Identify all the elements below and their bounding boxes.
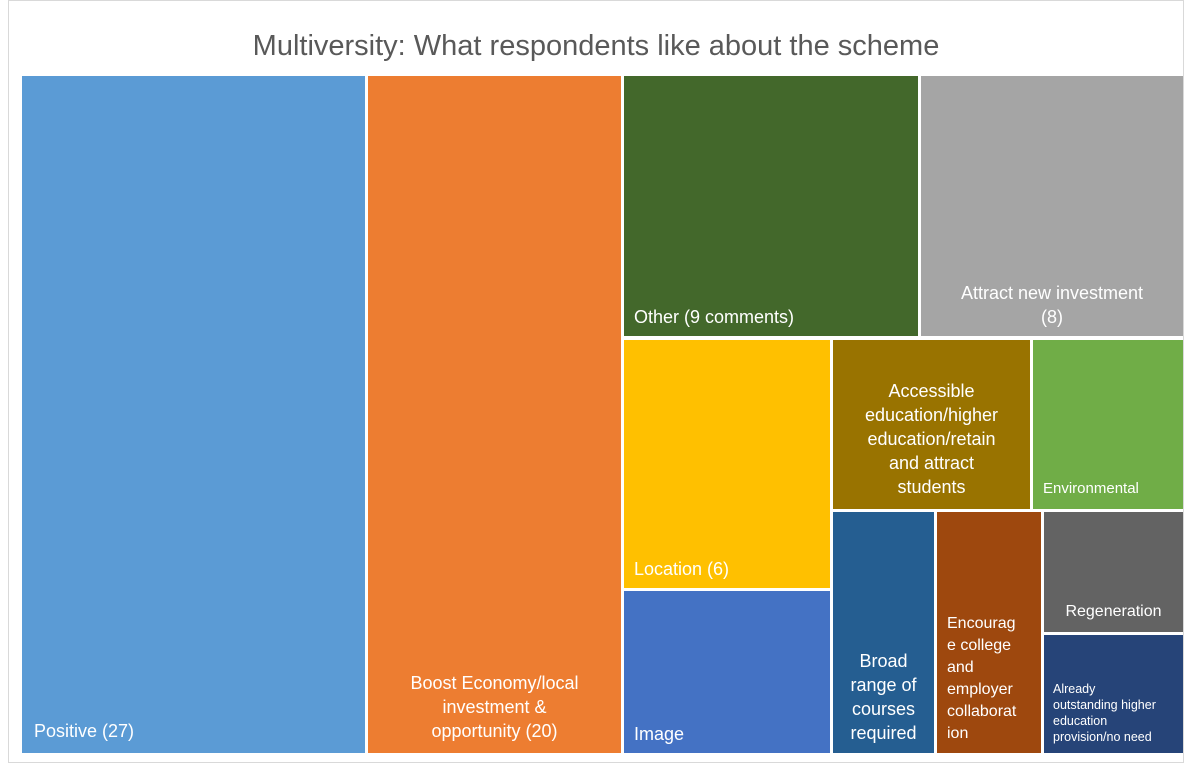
treemap-tile-label: Already outstanding higher education provis… bbox=[1053, 682, 1156, 744]
treemap-tile-label: Boost Economy/local investment & opportuni… bbox=[410, 673, 579, 741]
treemap-tile: Boost Economy/local investment & opportuni… bbox=[368, 76, 621, 753]
treemap-tile-label: Regeneration bbox=[1065, 603, 1162, 620]
treemap-tile: Attract new investment (8) bbox=[921, 76, 1183, 336]
treemap-tile-label: Image bbox=[634, 724, 685, 744]
treemap-tile: Regeneration bbox=[1044, 512, 1183, 632]
treemap-tile: Accessible education/higher education/reta… bbox=[833, 340, 1030, 509]
treemap-tile-label: Broad range of courses required bbox=[850, 651, 917, 743]
treemap-tile: Broad range of courses required bbox=[833, 512, 934, 753]
treemap-tile: Positive (27) bbox=[22, 76, 365, 753]
treemap-tile-label: Other (9 comments) bbox=[634, 307, 795, 327]
treemap-tile: Image bbox=[624, 591, 830, 753]
treemap-tile-label: Accessible education/higher education/reta… bbox=[864, 381, 999, 497]
chart-title: Multiversity: What respondents like abou… bbox=[252, 30, 940, 62]
treemap-tile-label: Location (6) bbox=[634, 559, 730, 579]
treemap-tile-label: Attract new investment (8) bbox=[960, 283, 1144, 327]
treemap-tile: Encourag e college and employer collaborat io… bbox=[937, 512, 1041, 753]
treemap-tile: Other (9 comments) bbox=[624, 76, 918, 336]
treemap-tile-label: Positive (27) bbox=[34, 721, 135, 741]
treemap-tile: Location (6) bbox=[624, 340, 830, 588]
treemap-tile-label: Environmental bbox=[1043, 480, 1139, 497]
treemap-tile-label: Encourag e college and employer collaborat io… bbox=[947, 615, 1017, 742]
treemap-tile: Already outstanding higher education provis… bbox=[1044, 635, 1183, 753]
treemap-tile: Environmental bbox=[1033, 340, 1183, 509]
